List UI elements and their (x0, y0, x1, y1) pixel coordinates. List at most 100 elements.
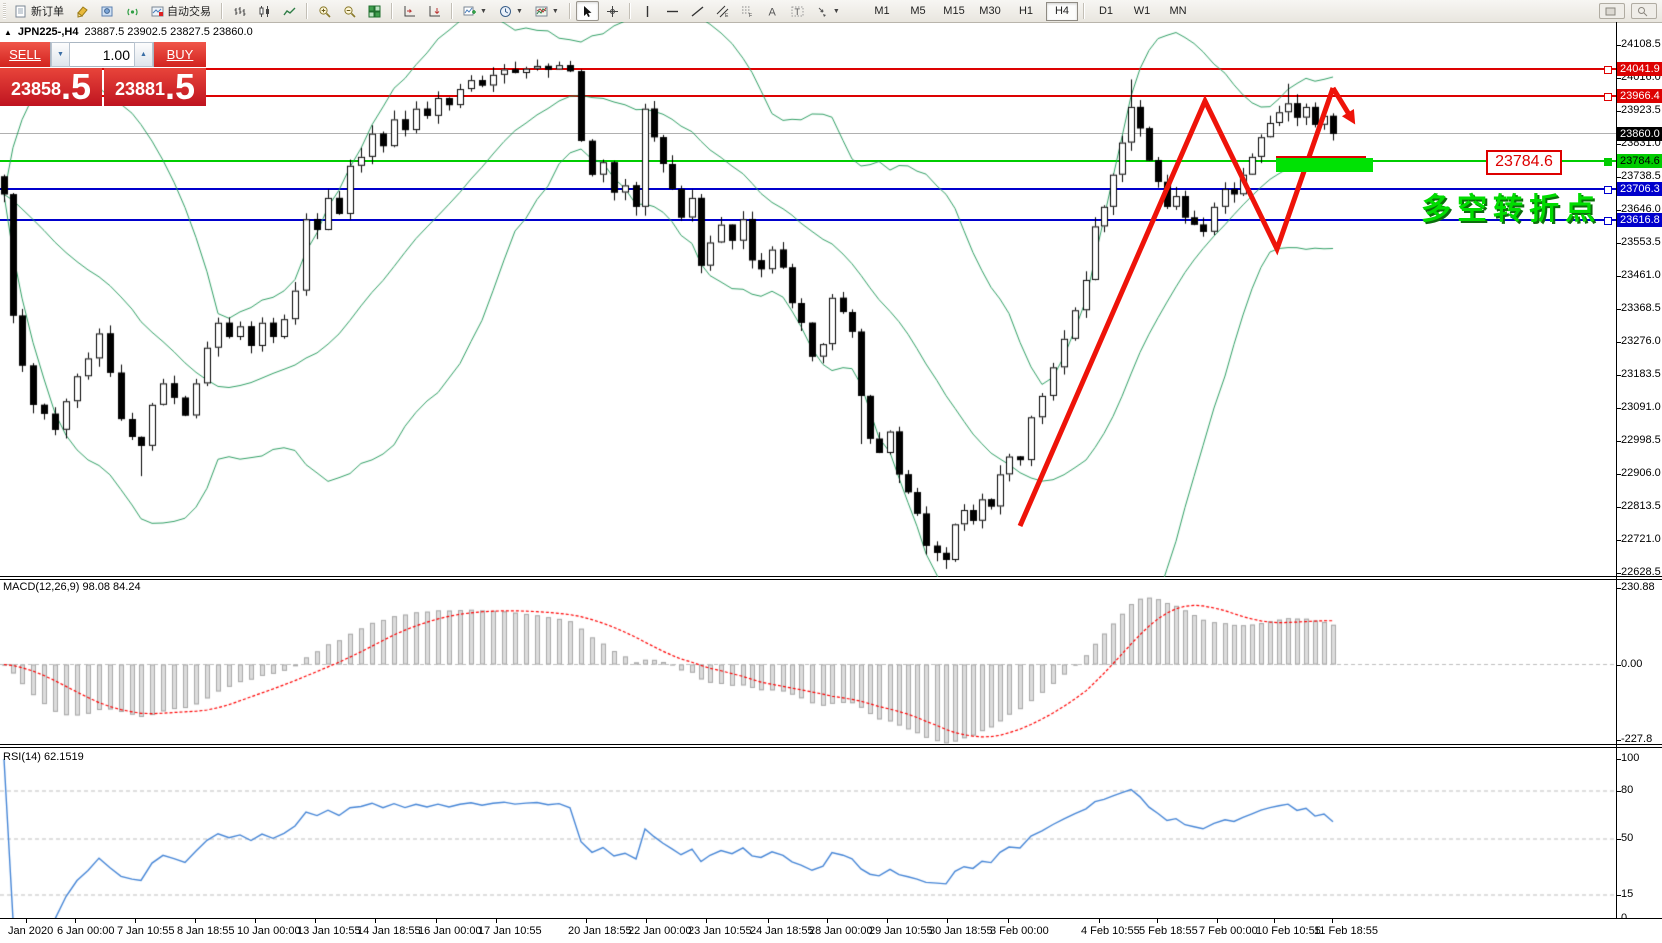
tile-windows-button[interactable] (363, 1, 386, 21)
timeframe-button-m5[interactable]: M5 (910, 5, 926, 17)
highlight-rectangle[interactable] (1276, 158, 1373, 172)
date-tick-label: 24 Jan 18:55 (750, 925, 814, 937)
buy-button[interactable]: BUY (154, 42, 206, 67)
pivot-annotation-text[interactable]: 多空转折点 (1421, 193, 1601, 226)
crosshair-button[interactable] (601, 1, 624, 21)
date-axis[interactable]: Jan 2020 6 Jan 00:00 7 Jan 10:55 8 Jan 18:5… (0, 919, 1662, 943)
arrows-button[interactable]: ▼ (811, 1, 845, 21)
cursor-icon (583, 5, 592, 17)
templates-icon (535, 6, 548, 16)
date-tick-mark (1099, 919, 1100, 923)
date-tick-label: 22 Jan 00:00 (628, 925, 692, 937)
red-trendline-short[interactable] (1276, 156, 1366, 158)
line-chart-button[interactable] (278, 1, 301, 21)
date-tick-mark (135, 919, 136, 923)
date-tick-mark (1217, 919, 1218, 923)
price-chart-canvas[interactable] (0, 22, 1616, 577)
macd-label: MACD(12,26,9) 98.08 84.24 (3, 581, 141, 593)
periods-button[interactable]: ▼ (494, 1, 528, 21)
auto-scroll-button[interactable] (398, 1, 421, 21)
date-tick-mark (646, 919, 647, 923)
vertical-line-button[interactable] (636, 1, 659, 21)
date-tick-mark (436, 919, 437, 923)
metaeditor-button[interactable] (71, 1, 94, 21)
auto-trading-icon (151, 6, 164, 16)
date-tick-mark (75, 919, 76, 923)
horizontal-line-button[interactable] (661, 1, 684, 21)
toolbar-extra-button-2[interactable] (1631, 3, 1657, 19)
text-button[interactable]: A (761, 1, 784, 21)
line-end-marker[interactable] (1604, 157, 1612, 166)
date-tick-label: 8 Jan 18:55 (177, 925, 235, 937)
cursor-button[interactable] (575, 1, 599, 21)
bar-chart-button[interactable] (228, 1, 251, 21)
buy-price[interactable]: 23881 .5 (104, 68, 206, 106)
line-end-marker[interactable] (1604, 92, 1612, 101)
price-tick-label: 23738.5 (1621, 170, 1661, 182)
price-tick-mark (1616, 177, 1621, 178)
equidistant-channel-button[interactable]: E (711, 1, 734, 21)
sell-price[interactable]: 23858 .5 (0, 68, 102, 106)
date-tick-label: 16 Jan 00:00 (418, 925, 482, 937)
price-tick-label: 22998.5 (1621, 434, 1661, 446)
new-order-button[interactable]: 新订单 (10, 1, 69, 21)
signals-button[interactable] (121, 1, 144, 21)
macd-pane-canvas[interactable] (0, 579, 1616, 745)
chart-shift-button[interactable] (423, 1, 446, 21)
indicator-tick-mark (1616, 739, 1621, 741)
chart-shift-icon (429, 5, 440, 16)
arrows-caret-icon: ▼ (832, 7, 840, 15)
date-tick-label: 13 Jan 10:55 (297, 925, 361, 937)
timeframe-button-h1[interactable]: H1 (1018, 5, 1034, 17)
auto-scroll-icon (404, 5, 415, 16)
date-tick-label: 29 Jan 10:55 (869, 925, 933, 937)
text-icon: A (768, 6, 776, 18)
date-tick-mark (375, 919, 376, 923)
timeframe-button-m1[interactable]: M1 (874, 5, 890, 17)
timeframe-button-m15[interactable]: M15 (943, 5, 965, 17)
price-level-badge: 23706.3 (1617, 181, 1662, 196)
candlestick-button[interactable] (253, 1, 276, 21)
clock-icon (499, 5, 511, 17)
date-tick-label: 10 Feb 10:55 (1256, 925, 1321, 937)
line-end-marker[interactable] (1604, 185, 1612, 194)
rsi-pane-canvas[interactable] (0, 747, 1616, 918)
line-chart-icon (283, 7, 296, 15)
pane-divider (0, 918, 1662, 919)
market-watch-button[interactable] (96, 1, 119, 21)
timeframe-button-m30[interactable]: M30 (979, 5, 1001, 17)
zoom-in-button[interactable] (313, 1, 336, 21)
volume-value[interactable]: 1.00 (102, 46, 130, 63)
price-tick-mark (1616, 540, 1621, 542)
volume-decrease-button[interactable]: ▼ (51, 42, 70, 67)
toolbar-extra-button-1[interactable] (1599, 3, 1625, 19)
buy-price-fraction: .5 (165, 66, 196, 107)
templates-button[interactable]: ▼ (530, 1, 564, 21)
timeframe-button-mn[interactable]: MN (1169, 5, 1187, 17)
price-tick-label: 24108.5 (1621, 38, 1661, 50)
market-watch-icon (101, 6, 113, 16)
timeframe-button-d1[interactable]: D1 (1098, 5, 1114, 17)
indicators-button[interactable]: ▼ (458, 1, 492, 21)
toolbar-grip (3, 3, 6, 19)
line-end-marker[interactable] (1604, 65, 1612, 74)
line-end-marker[interactable] (1604, 217, 1612, 226)
sell-button[interactable]: SELL (0, 42, 50, 67)
volume-increase-button[interactable]: ▲ (134, 42, 153, 67)
price-tick-mark (1616, 573, 1621, 575)
indicator-tick-label: 15 (1621, 888, 1634, 900)
price-callout-label[interactable]: 23784.6 (1486, 150, 1562, 175)
zoom-out-button[interactable] (338, 1, 361, 21)
price-tick-mark (1616, 78, 1621, 79)
timeframe-button-w1[interactable]: W1 (1133, 5, 1151, 17)
timeframe-button-h4[interactable]: H4 (1046, 2, 1078, 21)
date-tick-mark (1274, 919, 1275, 923)
price-tick-mark (1616, 243, 1621, 244)
fibonacci-button[interactable]: F (736, 1, 759, 21)
auto-trading-button[interactable]: 自动交易 (146, 1, 216, 21)
zoom-in-icon (319, 5, 331, 18)
price-tick-label: 22906.0 (1621, 467, 1661, 480)
trendline-button[interactable] (686, 1, 709, 21)
text-label-button[interactable]: T (786, 1, 809, 21)
